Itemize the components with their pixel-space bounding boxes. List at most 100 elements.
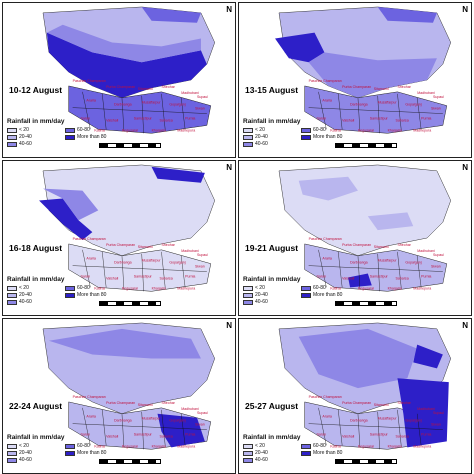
district-label: Saharsa: [395, 276, 408, 280]
map-panel-4: Paschim Champaran Purba Champaran Sitamarh…: [238, 160, 472, 316]
district-label: Madhubani: [417, 91, 435, 95]
district-label: Saran: [81, 274, 90, 278]
district-label: Khagaria: [152, 286, 166, 290]
legend-item: < 20: [7, 285, 61, 291]
district-label: Purba Champaran: [342, 401, 371, 405]
district-borders: [72, 249, 207, 292]
district-label: Khagaria: [388, 128, 402, 132]
district-label: Muzaffarpur: [142, 101, 162, 105]
map-panel-6: Paschim Champaran Purba Champaran Sitamarh…: [238, 318, 472, 474]
north-rain-patch: [377, 6, 437, 23]
district-label: Katihar: [330, 444, 342, 448]
district-label: Saran: [317, 274, 326, 278]
legend-item: More than 80: [65, 450, 119, 456]
district-label: Madhepura: [413, 286, 431, 290]
legend-item: 40-60: [243, 141, 297, 147]
district-label: Madhubani: [417, 249, 435, 253]
district-label: Darbhanga: [350, 103, 368, 107]
legend-title: Rainfall in mm/day: [243, 276, 301, 283]
district-label: Vaishali: [342, 434, 354, 438]
district-label: Saharsa: [395, 434, 408, 438]
district-label: Khagaria: [152, 128, 166, 132]
legend-title: Rainfall in mm/day: [7, 276, 65, 283]
district-label: Purnia: [185, 116, 195, 120]
district-label: Sitamarhi: [374, 245, 389, 249]
district-label: Sheohar: [161, 243, 175, 247]
district-label: Vaishali: [106, 276, 118, 280]
district-label: Saran: [81, 116, 90, 120]
district-label: Sheohar: [397, 401, 411, 405]
district-label: Katihar: [330, 128, 342, 132]
district-label: Gopalganj: [405, 261, 421, 265]
district-label: Siwan: [195, 107, 205, 111]
legend-item: < 20: [243, 285, 297, 291]
district-label: Paschim Champaran: [73, 395, 106, 399]
district-label: Purba Champaran: [106, 85, 135, 89]
scale-bar: [335, 301, 397, 306]
legend-title: Rainfall in mm/day: [7, 434, 65, 441]
district-label: Supaul: [433, 253, 444, 257]
legend: Rainfall in mm/day < 20 60-80 20-40 More…: [7, 276, 119, 305]
district-borders: [308, 91, 443, 134]
legend-item: 20-40: [7, 450, 61, 456]
north-arrow-icon: N: [462, 5, 468, 14]
legend-item: 20-40: [243, 292, 297, 298]
date-label: 19-21 August: [245, 243, 299, 253]
heavy-rain-north: [413, 344, 443, 369]
district-label: Katihar: [94, 286, 106, 290]
district-label: Araria: [86, 99, 95, 103]
district-label: Katihar: [94, 128, 106, 132]
district-borders: [72, 407, 207, 450]
legend-item: 20-40: [7, 292, 61, 298]
legend: Rainfall in mm/day < 20 60-80 20-40 More…: [243, 276, 355, 305]
district-borders: [308, 249, 443, 292]
district-label: Muzaffarpur: [378, 101, 398, 105]
district-label: Khagaria: [388, 286, 402, 290]
district-label: Paschim Champaran: [309, 79, 342, 83]
district-label: Vaishali: [342, 118, 354, 122]
district-label: Araria: [322, 99, 331, 103]
district-label: Samastipur: [134, 432, 153, 436]
district-label: Khagaria: [388, 444, 402, 448]
legend-item: 60-80: [65, 285, 119, 291]
legend-title: Rainfall in mm/day: [243, 118, 301, 125]
heavy-rain-band: [46, 32, 207, 98]
district-label: Supaul: [197, 411, 208, 415]
medium-rain-patch: [48, 328, 201, 359]
map-panel-1: Paschim Champaran Purba Champaran Sitamarh…: [2, 2, 236, 158]
legend-item: More than 80: [65, 134, 119, 140]
district-label: Siwan: [431, 265, 441, 269]
district-label: Paschim Champaran: [309, 395, 342, 399]
district-label: Siwan: [431, 423, 441, 427]
district-label: Muzaffarpur: [142, 259, 162, 263]
district-label: Darbhanga: [114, 261, 132, 265]
district-label: Samastipur: [134, 274, 153, 278]
scale-bar: [335, 143, 397, 148]
district-label: Sitamarhi: [374, 403, 389, 407]
legend-item: 40-60: [243, 457, 297, 463]
district-label: Sitamarhi: [138, 245, 153, 249]
district-label: Madhubani: [181, 407, 199, 411]
district-label: Madhepura: [177, 128, 195, 132]
scale-bar: [335, 459, 397, 464]
legend-item: 60-80: [301, 285, 355, 291]
district-label: Purba Champaran: [342, 85, 371, 89]
north-rain-patch: [151, 166, 205, 183]
district-label: Supaul: [433, 411, 444, 415]
medium-rain-patch: [298, 328, 418, 389]
north-arrow-icon: N: [226, 321, 232, 330]
date-label: 16-18 August: [9, 243, 63, 253]
legend-item: 60-80: [65, 127, 119, 133]
district-label: Saran: [317, 432, 326, 436]
district-label: Begusarai: [122, 128, 138, 132]
district-label: Supaul: [433, 95, 444, 99]
district-label: Sitamarhi: [138, 87, 153, 91]
district-label: Supaul: [197, 95, 208, 99]
legend-item: < 20: [7, 127, 61, 133]
district-label: Saran: [81, 432, 90, 436]
district-label: Begusarai: [358, 286, 374, 290]
heavy-rain-band: [39, 198, 93, 240]
district-label: Darbhanga: [350, 419, 368, 423]
